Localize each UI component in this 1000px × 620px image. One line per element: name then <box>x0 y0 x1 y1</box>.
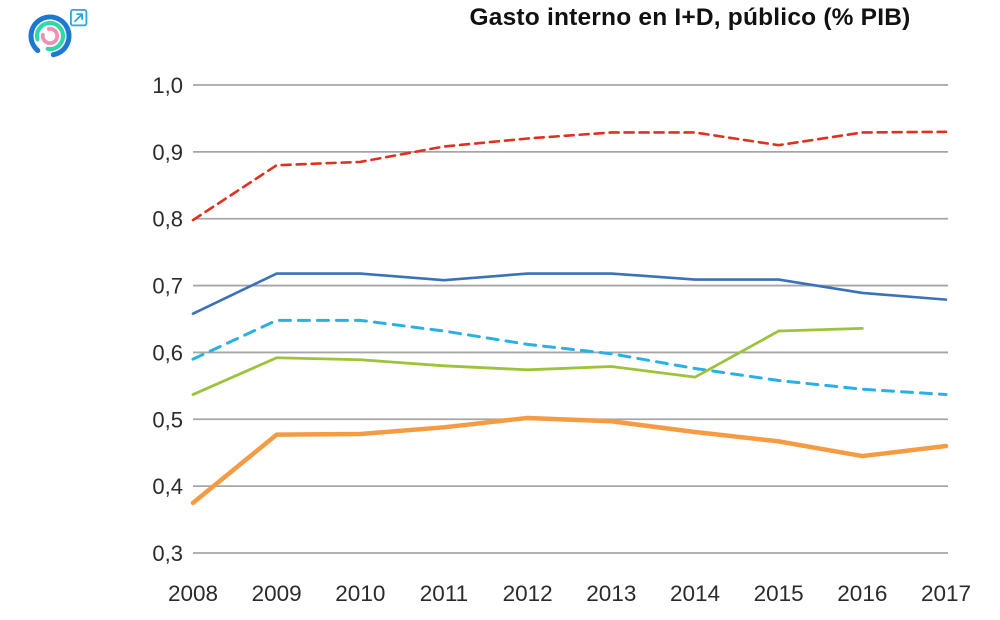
red-dashed-line <box>191 130 948 222</box>
orange-solid-thick-line <box>190 415 949 506</box>
x-tick-label: 2008 <box>168 581 218 606</box>
logo-middle-arc <box>34 20 66 52</box>
y-tick-label: 0,3 <box>152 541 183 566</box>
external-link-icon[interactable] <box>69 8 88 27</box>
x-tick-label: 2017 <box>921 581 971 606</box>
x-tick-label: 2009 <box>252 581 302 606</box>
logo-outer-arc <box>28 14 72 58</box>
x-tick-label: 2015 <box>754 581 804 606</box>
logo-rings-icon <box>28 8 88 58</box>
x-tick-label: 2014 <box>670 581 720 606</box>
light-blue-dashed-line <box>191 318 948 397</box>
x-tick-label: 2011 <box>420 581 468 606</box>
y-tick-label: 1,0 <box>152 73 183 98</box>
logo-inner-arc <box>40 26 60 46</box>
y-tick-label: 0,9 <box>152 140 183 165</box>
logo[interactable] <box>26 4 98 64</box>
chart-title: Gasto interno en I+D, público (% PIB) <box>469 4 911 31</box>
x-tick-label: 2010 <box>335 581 385 606</box>
x-tick-label: 2016 <box>837 581 887 606</box>
x-tick-label: 2013 <box>586 581 636 606</box>
y-tick-label: 0,8 <box>152 207 183 232</box>
y-tick-label: 0,4 <box>152 474 183 499</box>
x-tick-label: 2012 <box>503 581 553 606</box>
green-solid-line <box>191 326 864 396</box>
dark-blue-solid-line <box>191 272 948 315</box>
y-tick-label: 0,7 <box>152 274 183 299</box>
y-tick-label: 0,6 <box>152 340 183 365</box>
y-tick-label: 0,5 <box>152 407 183 432</box>
